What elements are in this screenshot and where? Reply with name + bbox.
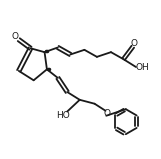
Text: HO: HO [56, 111, 70, 120]
Text: O: O [131, 39, 138, 48]
Text: O: O [12, 32, 19, 41]
Text: OH: OH [135, 63, 149, 72]
Text: O: O [104, 109, 111, 118]
